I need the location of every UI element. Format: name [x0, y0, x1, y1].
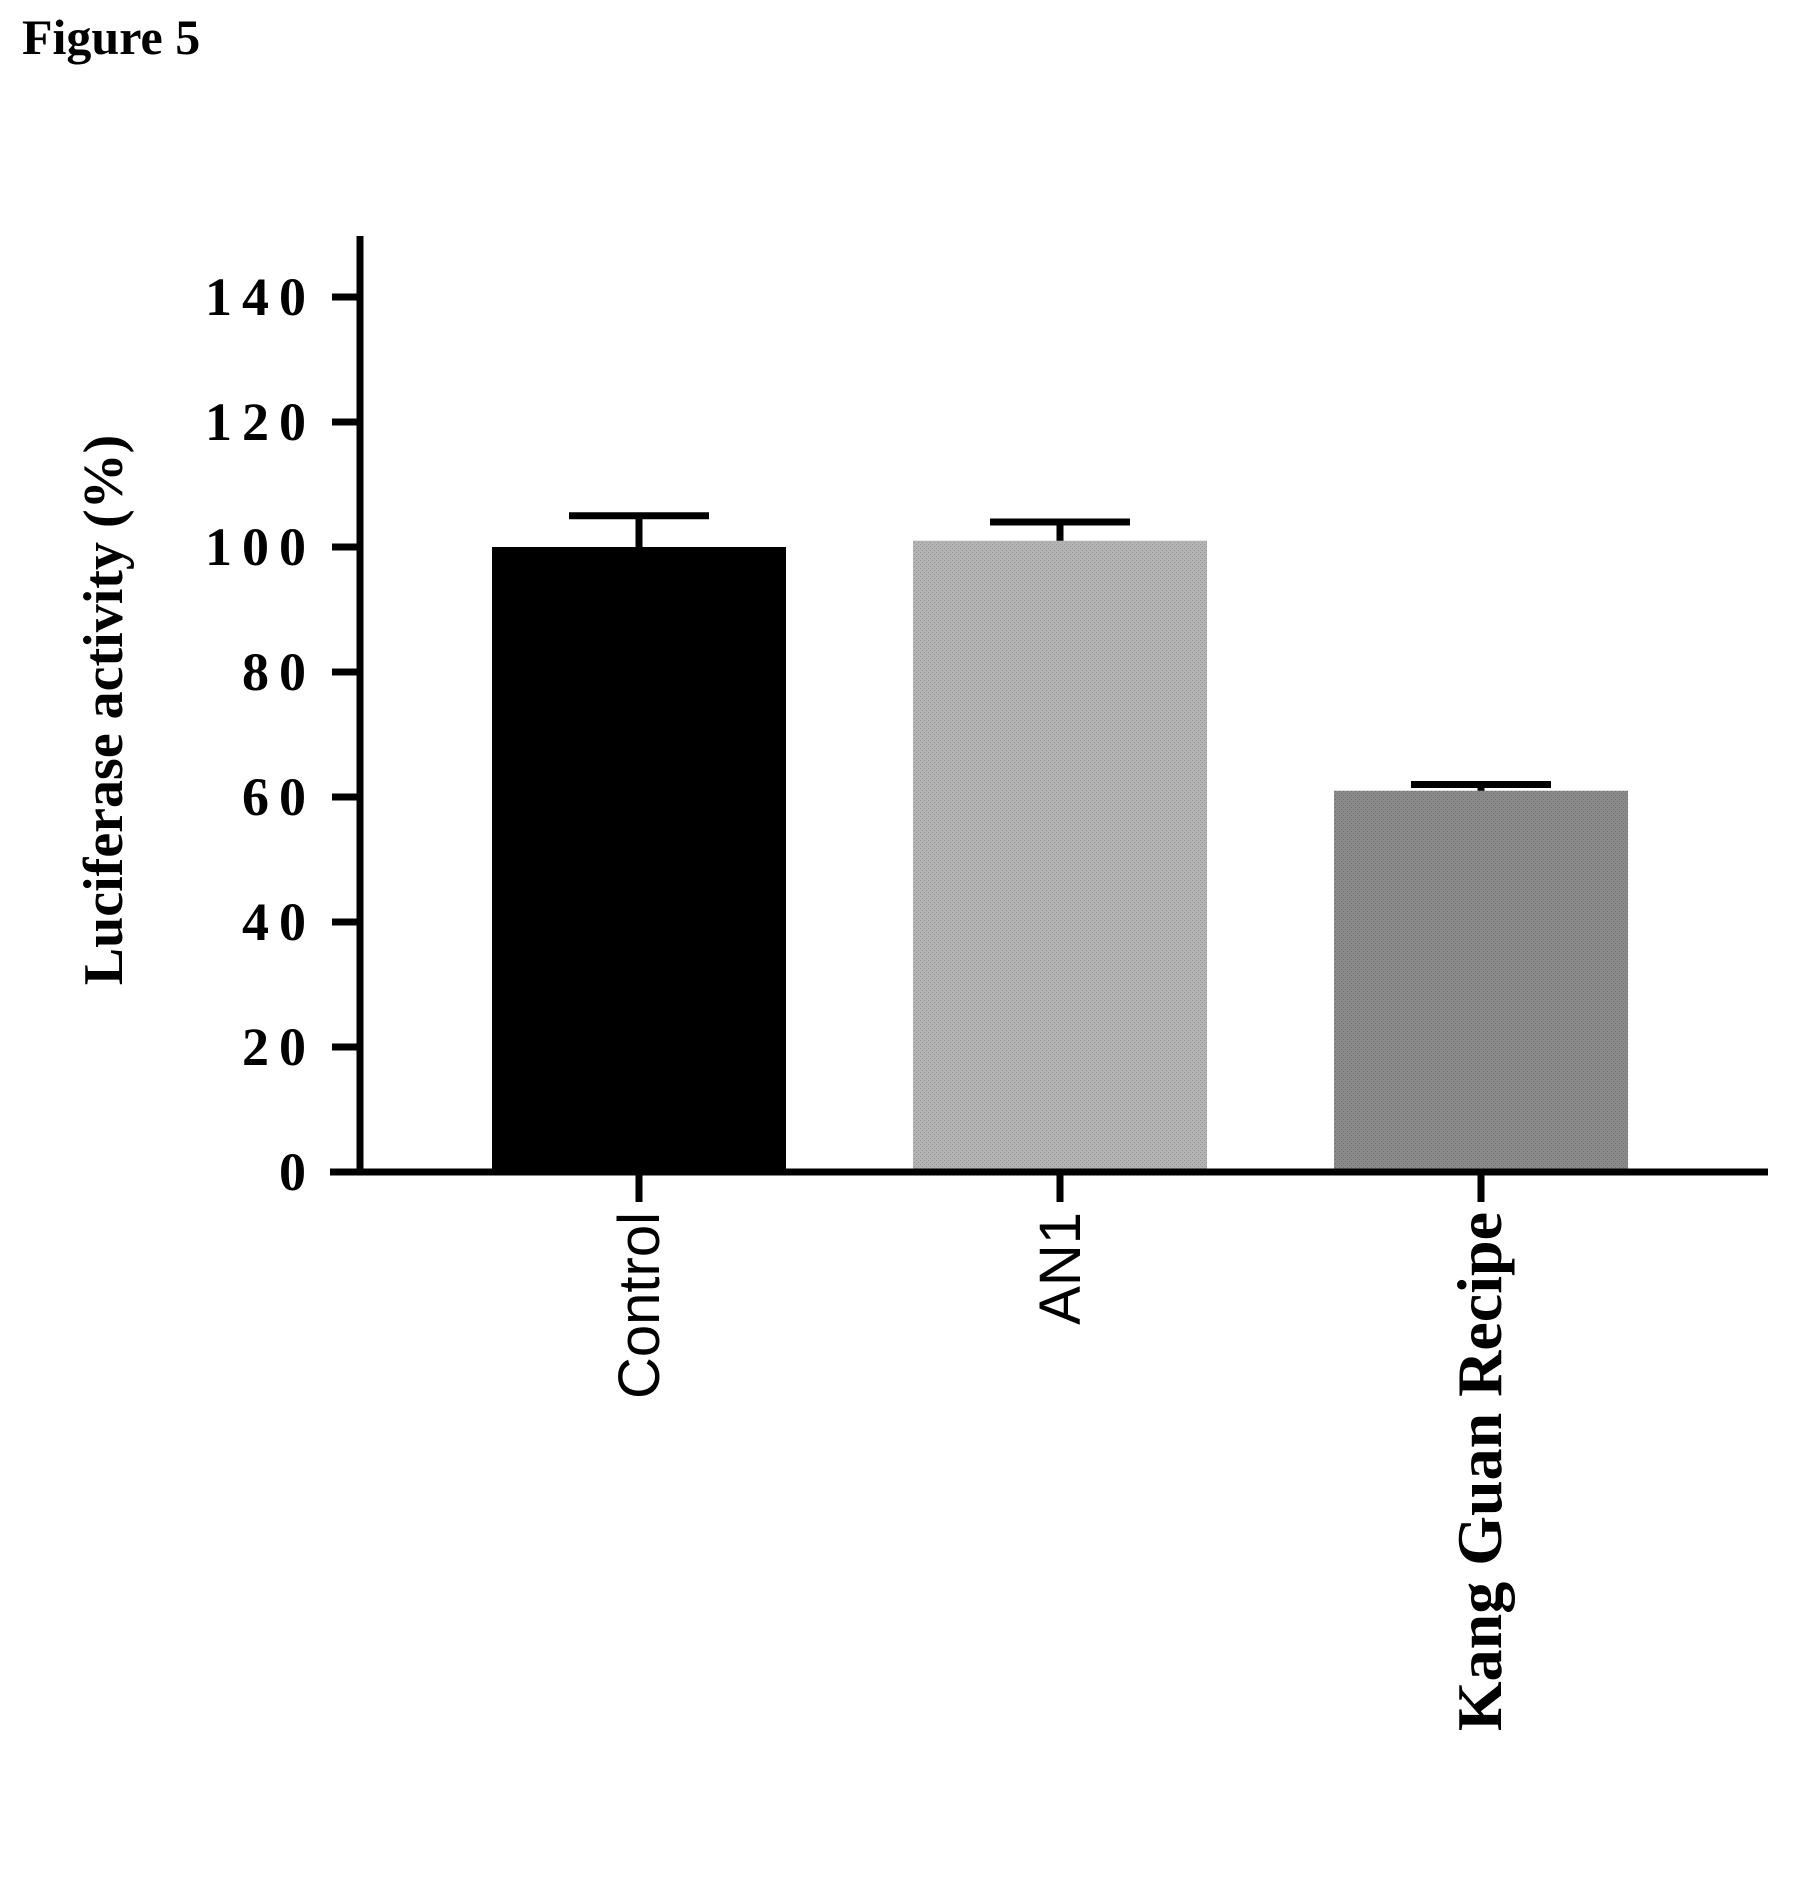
y-tick-label: 140: [205, 267, 316, 327]
y-tick-label: 120: [205, 392, 316, 452]
x-category-label: AN1: [1028, 1212, 1093, 1325]
y-tick-label: 80: [242, 642, 316, 702]
figure-title: Figure 5: [22, 9, 201, 65]
bar-2: [1334, 790, 1628, 1172]
y-tick-label: 0: [279, 1142, 316, 1202]
bar-0: [492, 547, 786, 1172]
y-tick-label: 40: [242, 892, 316, 952]
x-category-label: Control: [607, 1212, 672, 1399]
y-tick-label: 100: [205, 517, 316, 577]
y-tick-label: 60: [242, 767, 316, 827]
y-tick-label: 20: [242, 1017, 316, 1077]
y-axis-label: Luciferase activity (%): [73, 435, 135, 985]
x-category-label: Kang Guan Recipe: [1444, 1212, 1515, 1731]
bar-1: [913, 540, 1207, 1172]
